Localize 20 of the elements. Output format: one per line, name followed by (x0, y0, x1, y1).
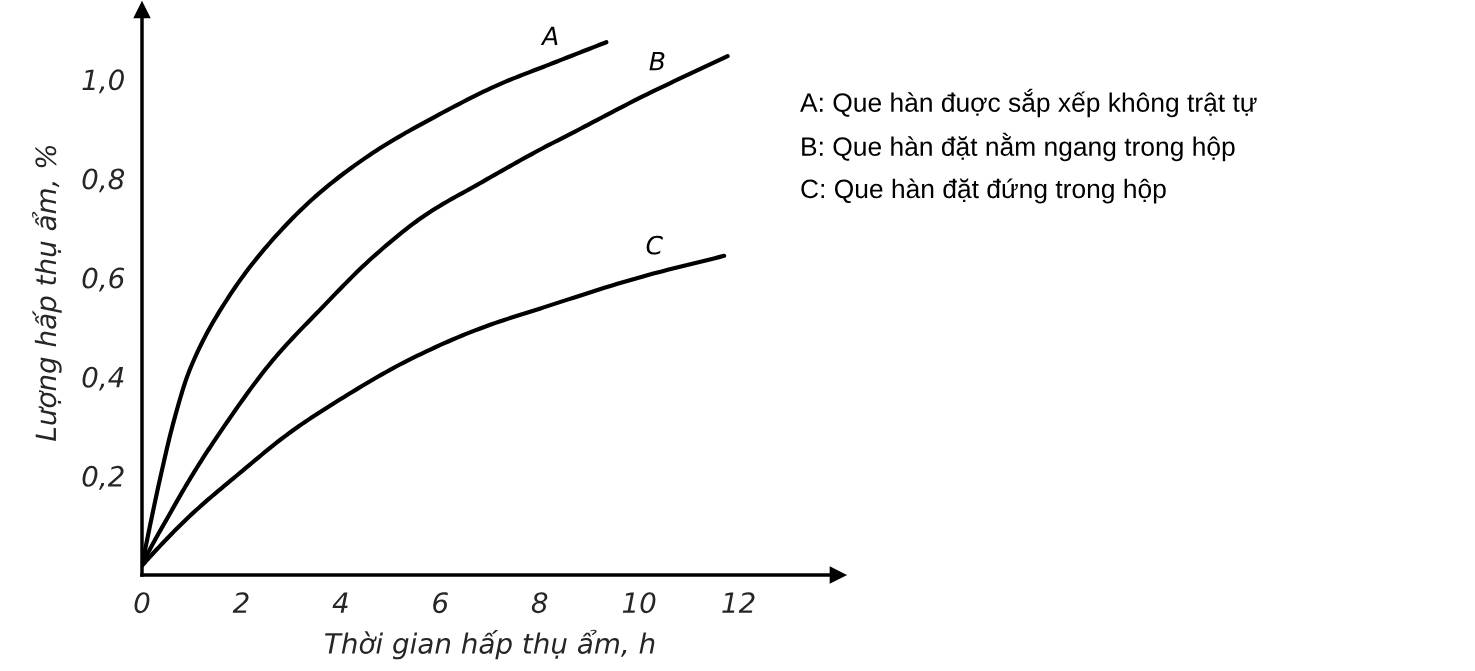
y-tick-label: 0,2 (82, 465, 124, 490)
annotation: B: Que hàn đặt nằm ngang trong hộp (802, 132, 1235, 162)
y-axis-title: Lượng hấp thụ ẩm, % (32, 145, 62, 441)
y-tick-label: 0,4 (82, 366, 124, 391)
series-label: A (540, 26, 558, 45)
x-tick-label: 2 (232, 592, 249, 613)
x-tick-label: 6 (433, 592, 448, 614)
y-tick-label: 0,6 (82, 267, 125, 292)
x-tick-label: 12 (722, 592, 755, 613)
x-axis-title: Thời gian hấp thụ ẩm, h (325, 629, 655, 660)
y-tick-label: 1,0 (82, 69, 124, 94)
annotation: A: Que hàn đuợc sắp xếp không trật tự (800, 88, 1257, 118)
x-tick-label: 4 (332, 592, 348, 613)
annotation: C: Que hàn đặt đứng trong hộp (801, 178, 1166, 204)
series-label: B (649, 51, 665, 71)
x-tick-label: 8 (531, 592, 548, 614)
x-tick-label: 10 (622, 592, 656, 614)
y-tick-label: 0,8 (82, 168, 125, 193)
x-tick-label: 0 (134, 592, 150, 614)
series-label: C (646, 235, 663, 255)
